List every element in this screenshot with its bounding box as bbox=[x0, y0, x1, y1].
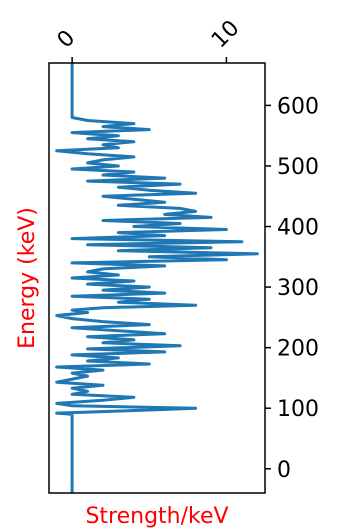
plot-frame bbox=[48, 62, 266, 494]
series-layer bbox=[55, 63, 259, 493]
y-tick-label: 200 bbox=[277, 337, 319, 362]
y-axis-label: Energy (keV) bbox=[15, 207, 40, 349]
y-tick-label: 0 bbox=[277, 458, 291, 483]
y-tick-label: 100 bbox=[277, 397, 319, 422]
y-tick-label: 300 bbox=[277, 276, 319, 301]
x-axis-label: Strength/keV bbox=[85, 504, 228, 529]
y-tick-label: 400 bbox=[277, 216, 319, 241]
series-line-0 bbox=[55, 63, 259, 493]
y-tick-label: 500 bbox=[277, 155, 319, 180]
y-axis: 0 100 200 300 400 500 600 bbox=[265, 94, 319, 483]
y-tick-label: 600 bbox=[277, 94, 319, 119]
